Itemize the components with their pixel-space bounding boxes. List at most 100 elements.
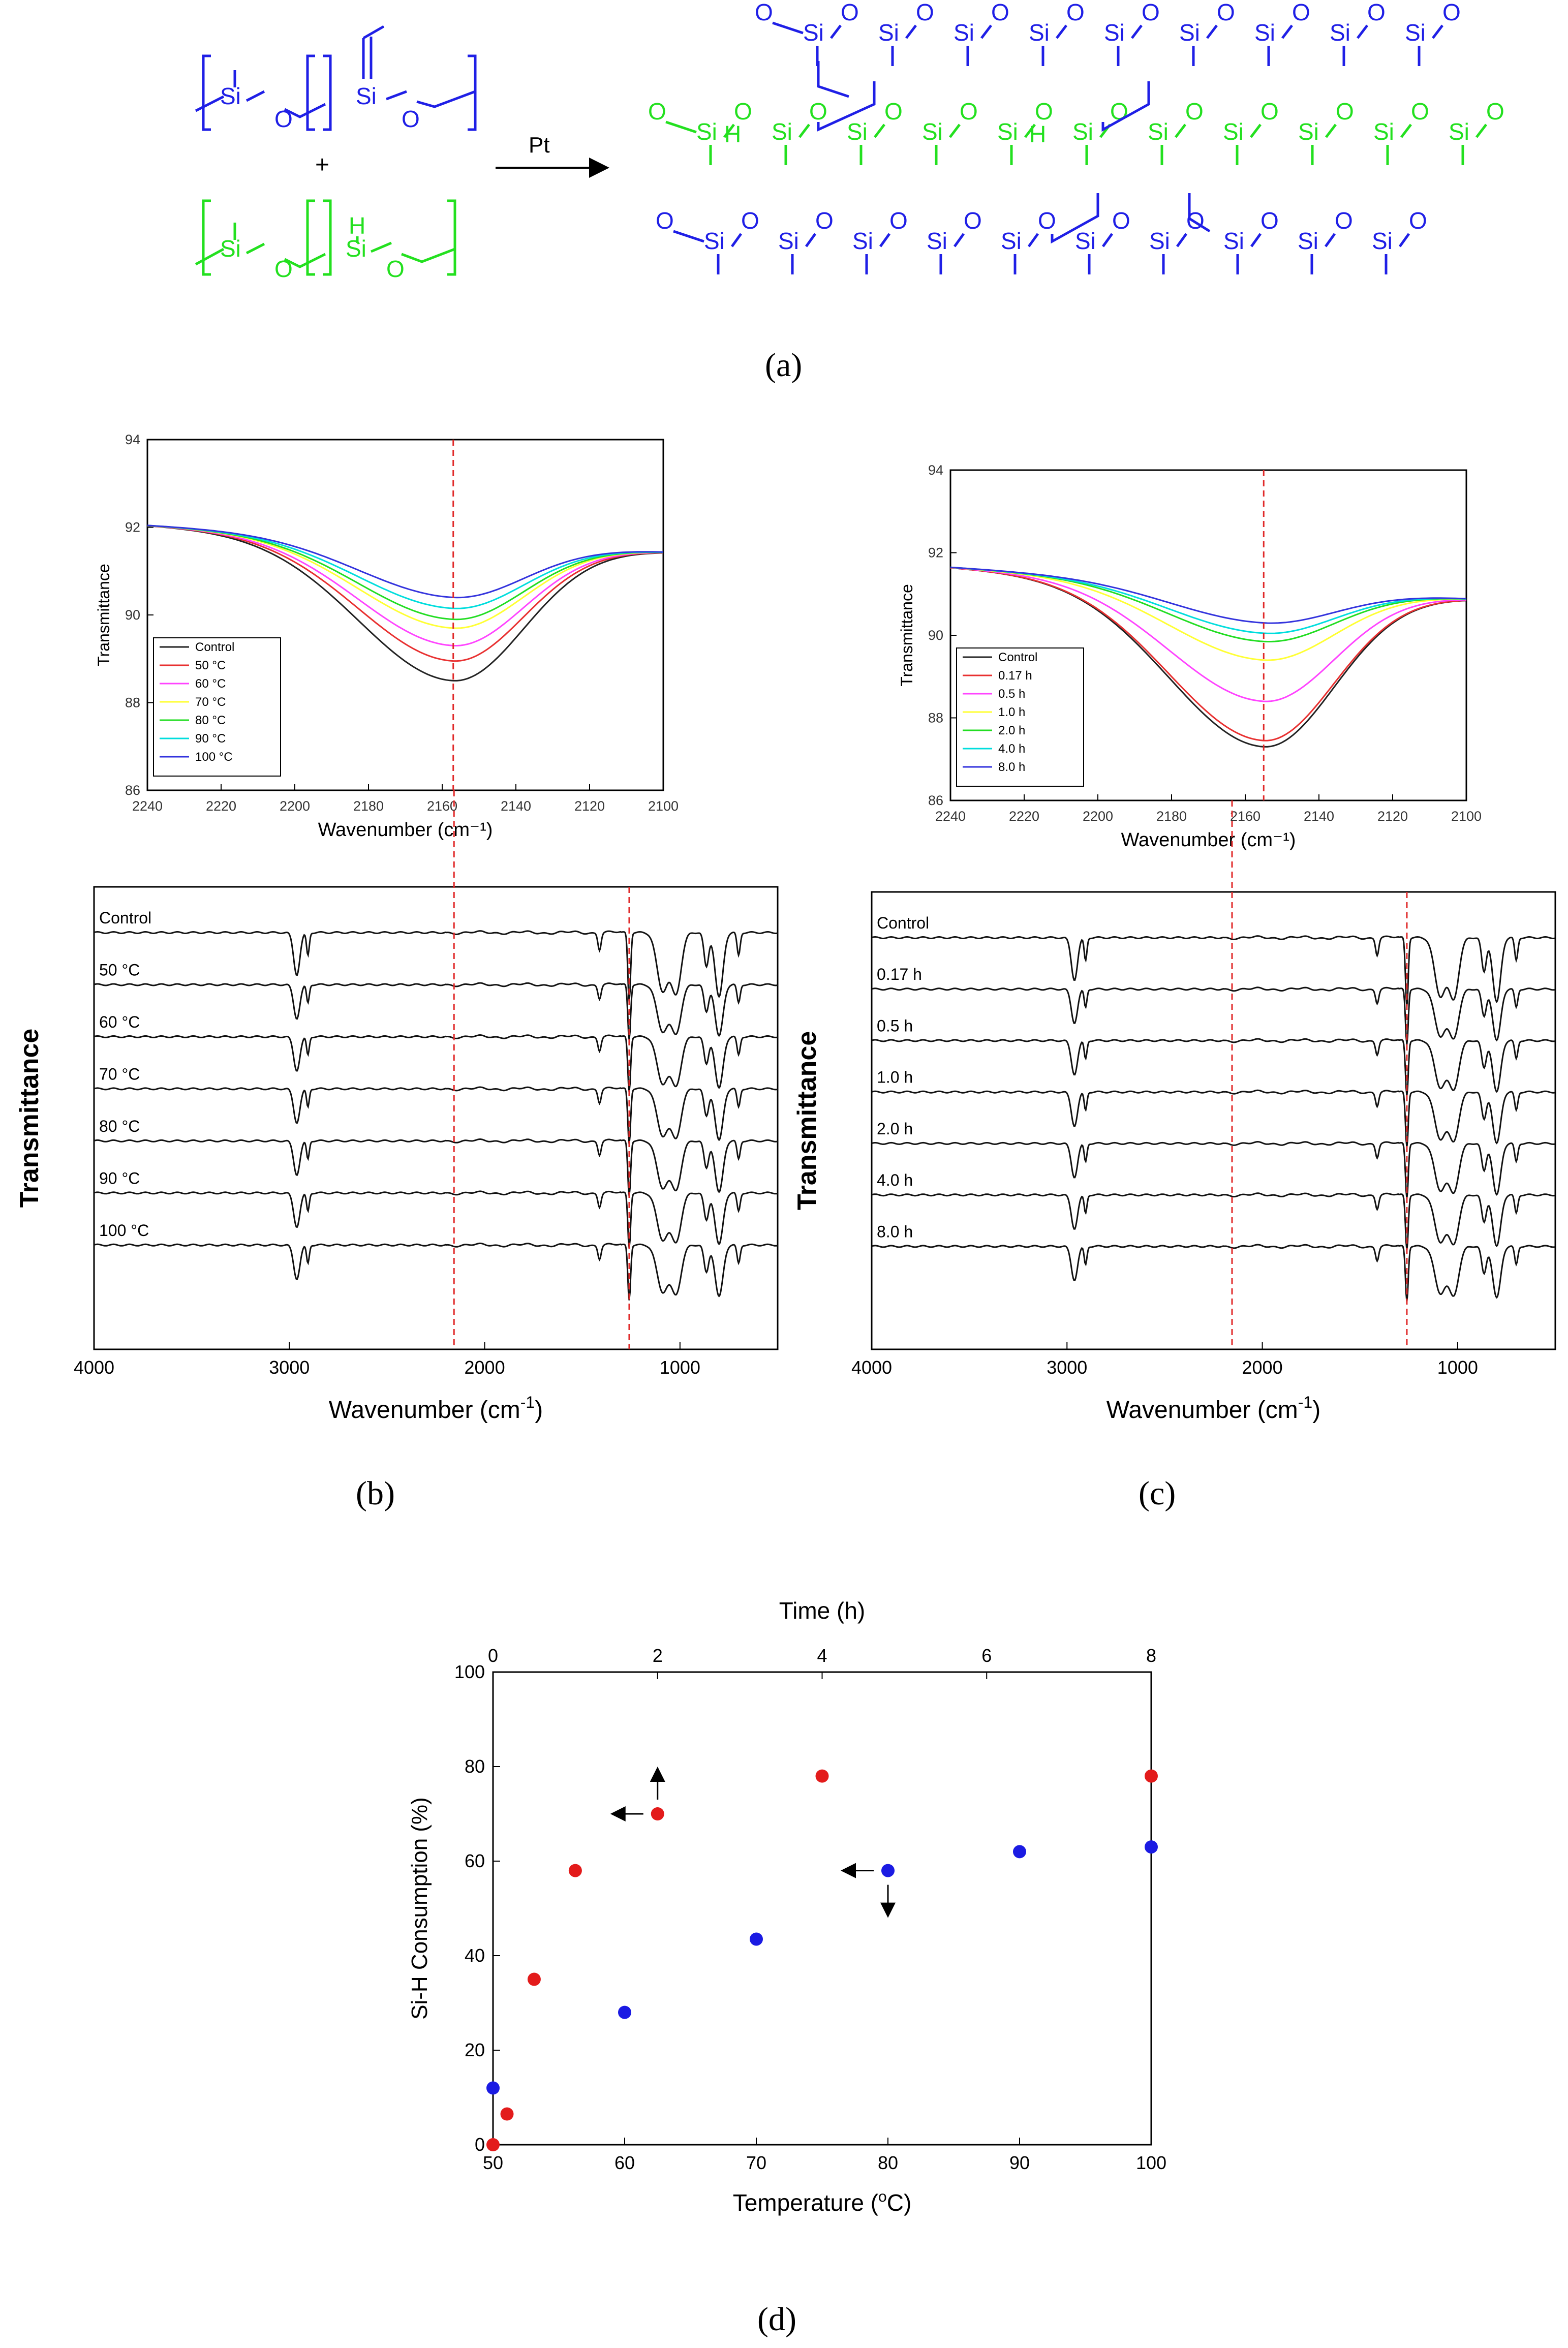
stacked-spectrum bbox=[94, 1242, 778, 1301]
top-x-tick-label: 0 bbox=[488, 1645, 498, 1666]
series-label: 80 °C bbox=[99, 1117, 140, 1135]
y-axis-label: Transmittance bbox=[792, 1031, 822, 1211]
atom-h: H bbox=[1029, 121, 1046, 147]
plus-sign: + bbox=[315, 151, 329, 178]
x-tick-label: 60 bbox=[614, 2152, 635, 2173]
legend-label: Control bbox=[195, 640, 234, 654]
atom-o: O bbox=[1112, 207, 1130, 234]
spectrum-line bbox=[950, 567, 1467, 661]
backbone-bond bbox=[1056, 24, 1067, 39]
top-axis-title: Time (h) bbox=[779, 1597, 866, 1624]
x-tick-label: 70 bbox=[746, 2152, 766, 2173]
stacked-spectrum bbox=[871, 1038, 1556, 1096]
atom-o: O bbox=[1260, 207, 1279, 234]
x-tick-label: 90 bbox=[1009, 2152, 1030, 2173]
atom-o: O bbox=[741, 207, 759, 234]
ethylene-bridge bbox=[1051, 193, 1099, 244]
legend-label: 0.5 h bbox=[998, 687, 1025, 701]
x-tick-label: 50 bbox=[483, 2152, 503, 2173]
atom-si: Si bbox=[346, 235, 366, 262]
legend-label: 100 °C bbox=[195, 750, 233, 764]
atom-o: O bbox=[755, 0, 773, 25]
spectrum-line bbox=[950, 567, 1467, 742]
y-tick-label: 90 bbox=[125, 607, 140, 623]
y-tick-label: 86 bbox=[928, 793, 943, 808]
series-label: 2.0 h bbox=[877, 1120, 913, 1138]
x-tick-label: 3000 bbox=[1047, 1357, 1087, 1378]
panel-b-full-spectrum: 4000 3000 2000 1000 Wavenumber (cm-1) Transmi… bbox=[15, 790, 779, 1424]
catalyst-label: Pt bbox=[529, 133, 550, 158]
atom-si: Si bbox=[772, 118, 792, 145]
atom-si: Si bbox=[997, 118, 1018, 145]
atom-o: O bbox=[1292, 0, 1310, 25]
scatter-frame bbox=[492, 1671, 1152, 2146]
atom-si: Si bbox=[1179, 19, 1200, 46]
atom-si: Si bbox=[1072, 118, 1093, 145]
spectrum-line bbox=[147, 524, 664, 621]
backbone-bond bbox=[953, 233, 965, 248]
atom-o: O bbox=[960, 98, 978, 125]
legend-label: 60 °C bbox=[195, 677, 226, 691]
backbone-bond bbox=[1324, 233, 1336, 248]
y-tick-label: 100 bbox=[454, 1661, 485, 1682]
atom-o: O bbox=[991, 0, 1009, 25]
backbone-bond bbox=[1250, 233, 1262, 248]
chain-end-bond bbox=[665, 120, 697, 134]
top-x-tick-label: 6 bbox=[981, 1645, 992, 1666]
x-tick-label: 2160 bbox=[427, 798, 457, 814]
atom-o: O bbox=[1335, 207, 1353, 234]
atom-o: O bbox=[884, 98, 903, 125]
atom-o: O bbox=[1066, 0, 1085, 25]
atom-o: O bbox=[1142, 0, 1160, 25]
atom-o: O bbox=[656, 207, 674, 234]
panel-label-a: (a) bbox=[765, 347, 802, 384]
legend-label: 80 °C bbox=[195, 714, 226, 727]
atom-si: Si bbox=[927, 228, 947, 254]
y-tick-label: 20 bbox=[465, 2040, 485, 2060]
y-tick-label: 94 bbox=[125, 432, 140, 447]
panel-b-inset-chart: 2240 2220 2200 2180 2160 2140 2120 2100 86 88 90 92… bbox=[95, 432, 679, 841]
panel-label-b: (b) bbox=[356, 1475, 395, 1512]
series-label: 60 °C bbox=[99, 1013, 140, 1031]
legend-box bbox=[956, 647, 1084, 787]
y-tick-label: 80 bbox=[465, 1756, 485, 1777]
red-data-point bbox=[1145, 1769, 1158, 1783]
legend-label: 90 °C bbox=[195, 732, 226, 746]
x-tick-label: 2180 bbox=[353, 798, 384, 814]
atom-o: O bbox=[1367, 0, 1386, 25]
red-data-point bbox=[500, 2107, 514, 2121]
atom-si: Si bbox=[1001, 228, 1022, 254]
y-tick-label: 90 bbox=[928, 628, 943, 643]
atom-o: O bbox=[1035, 98, 1053, 125]
backbone-bond bbox=[949, 123, 961, 138]
atom-h: H bbox=[724, 121, 741, 147]
pendant-vinyl bbox=[817, 61, 849, 98]
series-label: 0.5 h bbox=[877, 1016, 913, 1035]
atom-o: O bbox=[1260, 98, 1279, 125]
atom-si: Si bbox=[1449, 118, 1469, 145]
stacked-spectrum bbox=[94, 982, 778, 1040]
panel-label-c: (c) bbox=[1139, 1475, 1176, 1512]
backbone-bond bbox=[1027, 233, 1039, 248]
atom-si: Si bbox=[1298, 228, 1318, 254]
x-tick-label: 3000 bbox=[269, 1357, 310, 1378]
atom-o: O bbox=[809, 98, 827, 125]
pendant-vinyl bbox=[1188, 193, 1211, 233]
ethylene-bridge bbox=[1101, 81, 1150, 132]
atom-si: Si bbox=[1330, 19, 1350, 46]
panel-c-inset-chart: 2240 2220 2200 2180 2160 2140 2120 2100 86 88 90 92… bbox=[898, 462, 1482, 851]
atom-o: O bbox=[1409, 207, 1427, 234]
atom-o: O bbox=[916, 0, 934, 25]
spectrum-line bbox=[147, 525, 664, 682]
spectrum-line bbox=[950, 567, 1467, 702]
x-tick-label: 2240 bbox=[132, 798, 163, 814]
x-tick-label: 2100 bbox=[1451, 809, 1482, 824]
atom-o: O bbox=[1217, 0, 1235, 25]
x-tick-label: 2120 bbox=[574, 798, 605, 814]
backbone-bond bbox=[1398, 233, 1410, 248]
atom-si: Si bbox=[1254, 19, 1275, 46]
top-x-tick-label: 8 bbox=[1146, 1645, 1156, 1666]
atom-si: Si bbox=[1148, 118, 1169, 145]
series-label: 70 °C bbox=[99, 1065, 140, 1083]
red-data-point bbox=[527, 1972, 541, 1986]
